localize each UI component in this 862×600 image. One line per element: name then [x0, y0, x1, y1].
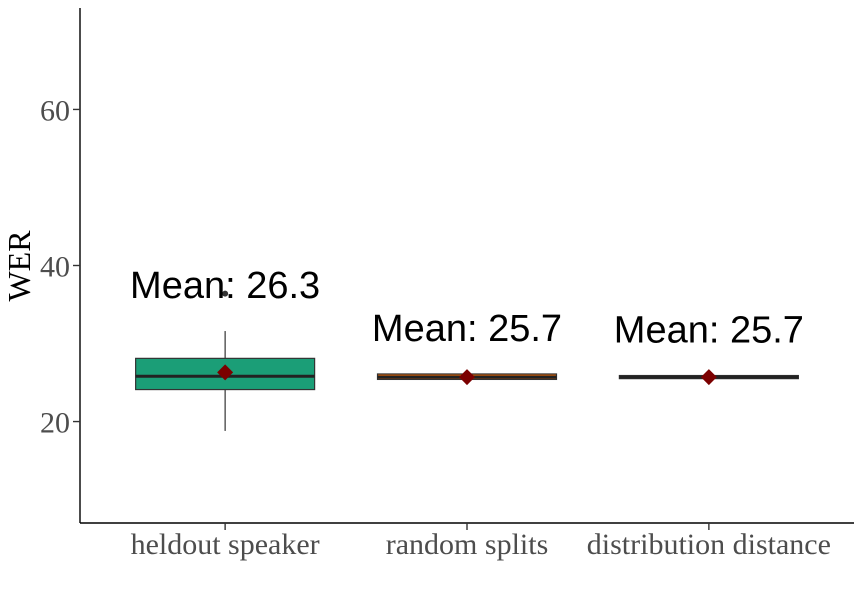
x-tick-label: random splits: [386, 528, 549, 561]
mean-marker: [459, 369, 475, 386]
y-axis-ticks: 20 40 60: [40, 94, 80, 440]
box-random-splits: [376, 369, 558, 386]
mean-labels: Mean: 26.3 Mean: 25.7 Mean: 25.7: [130, 265, 804, 351]
boxplot-series: [135, 290, 799, 431]
y-tick-label: 60: [40, 94, 70, 127]
mean-label: Mean: 25.7: [614, 310, 804, 352]
mean-label: Mean: 25.7: [372, 308, 562, 350]
mean-label: Mean: 26.3: [130, 265, 320, 307]
x-axis-ticks: heldout speaker random splits distribution…: [131, 523, 831, 561]
y-tick-label: 40: [40, 251, 70, 284]
mean-marker: [700, 369, 717, 386]
mean-marker: [217, 364, 234, 381]
y-axis-title: WER: [1, 230, 37, 302]
x-tick-label: distribution distance: [587, 528, 831, 561]
x-tick-label: heldout speaker: [131, 528, 320, 561]
box-heldout-speaker: [135, 290, 316, 431]
outlier-point: [222, 290, 229, 297]
box-distribution-distance: [618, 369, 799, 386]
y-tick-label: 20: [40, 407, 70, 440]
